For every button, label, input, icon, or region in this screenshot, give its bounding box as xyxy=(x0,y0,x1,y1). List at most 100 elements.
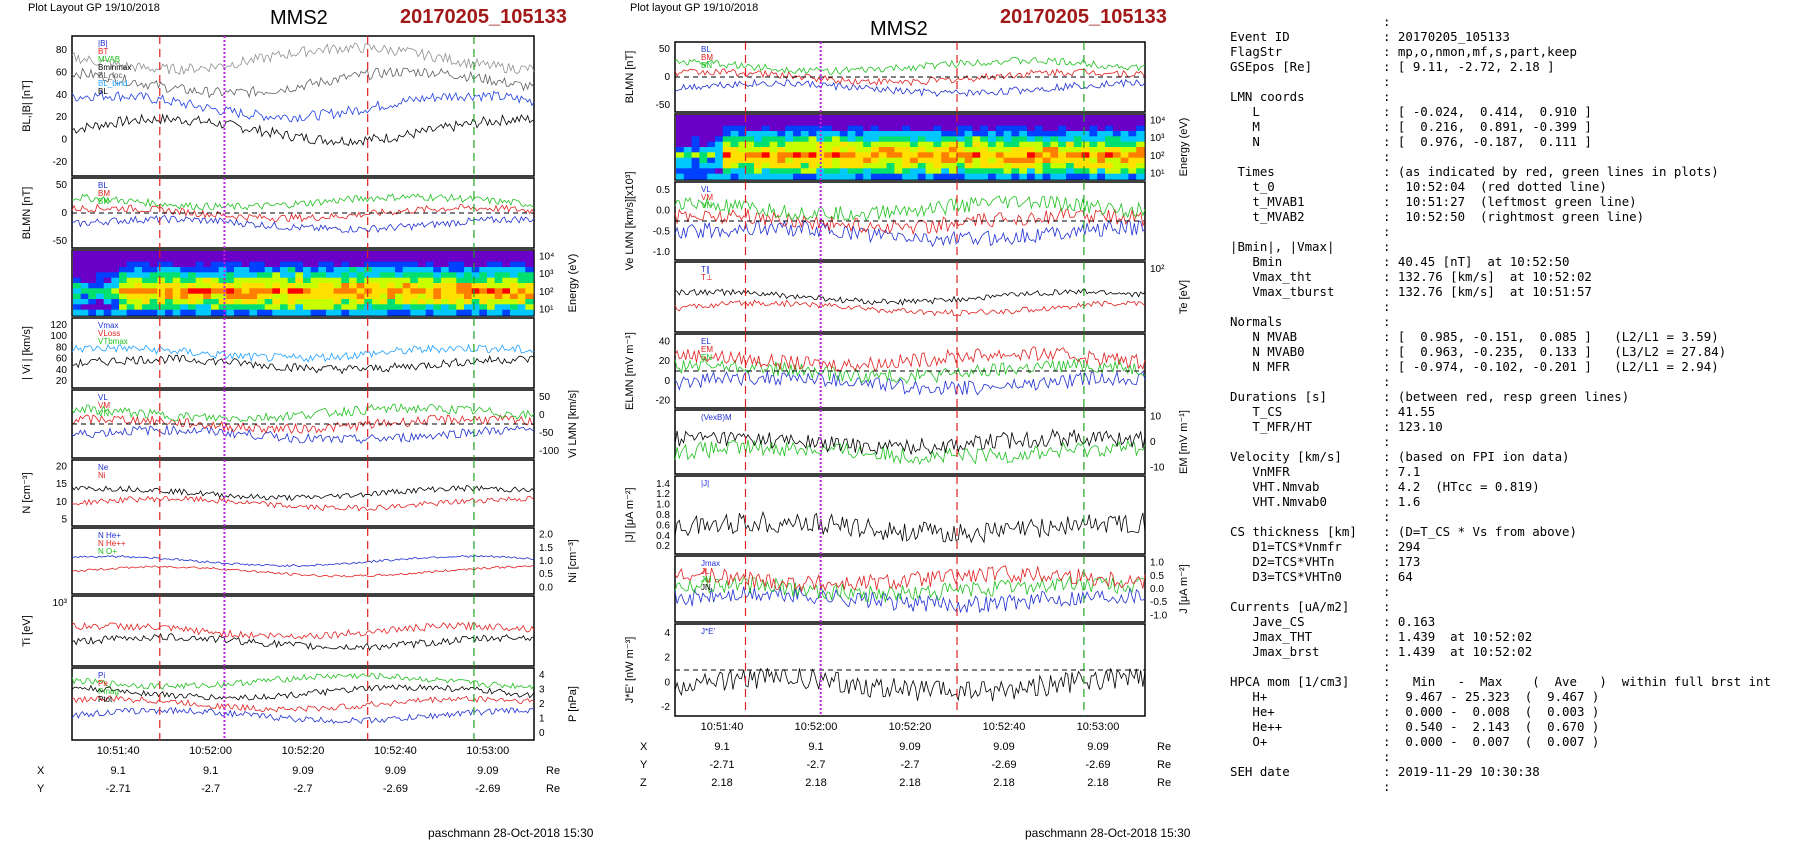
spectrogram-cell xyxy=(119,283,128,289)
spectrogram-cell xyxy=(326,272,335,279)
spectrogram-cell xyxy=(402,256,411,263)
info-value: : (as indicated by red, green lines in p… xyxy=(1383,164,1719,179)
spectrogram-cell xyxy=(487,293,496,300)
spectrogram-cell xyxy=(1081,125,1090,132)
spectrogram-cell xyxy=(1105,115,1114,121)
spectrogram-cell xyxy=(134,261,143,268)
spectrogram-cell xyxy=(364,272,373,279)
spectrogram-cell xyxy=(730,115,739,121)
spectrogram-cell xyxy=(1003,141,1012,148)
spectrogram-cell xyxy=(172,267,181,273)
spectrogram-cell xyxy=(808,136,817,143)
spectrogram-cell xyxy=(157,299,166,305)
spectrogram-cell xyxy=(387,277,396,284)
spectrogram-cell xyxy=(1081,173,1090,180)
spectrogram-cell xyxy=(910,141,919,148)
spectrogram-cell xyxy=(464,299,473,305)
info-key: t_0 xyxy=(1230,179,1275,194)
info-value: : 1.6 xyxy=(1383,494,1421,509)
spectrogram-cell xyxy=(855,173,864,180)
spectrogram-cell xyxy=(249,293,258,300)
spectrogram-cell xyxy=(119,277,128,284)
spectrogram-cell xyxy=(933,173,942,180)
spectrogram-cell xyxy=(800,131,810,137)
spectrogram-cell xyxy=(448,272,457,279)
spectrogram-cell xyxy=(257,277,266,284)
spectrogram-cell xyxy=(272,283,281,289)
spectrogram-cell xyxy=(1042,131,1051,137)
spectrogram-cell xyxy=(103,293,112,300)
info-key: O+ xyxy=(1230,734,1268,749)
spectrogram-cell xyxy=(180,304,189,311)
spectrogram-cell xyxy=(303,277,312,284)
info-value: : 294 xyxy=(1383,539,1421,554)
spectrogram-cell xyxy=(425,272,434,279)
spectrogram-cell xyxy=(487,267,496,273)
spectrogram-cell xyxy=(364,293,373,300)
pos-unit: Re xyxy=(1157,759,1171,771)
spectrogram-cell xyxy=(433,251,442,257)
spectrogram-cell xyxy=(326,251,335,257)
pos-value: 9.1 xyxy=(203,765,218,777)
spectrogram-cell xyxy=(479,304,488,311)
spectrogram-cell xyxy=(211,283,220,289)
spectrogram-cell xyxy=(777,141,786,148)
x-tick-label: 10:51:40 xyxy=(97,745,140,757)
spectrogram-cell xyxy=(1089,131,1098,137)
spectrogram-cell xyxy=(730,147,739,153)
spectrogram-cell xyxy=(839,168,849,175)
legend-label: VN xyxy=(701,201,712,210)
spectrogram-cell xyxy=(1003,147,1012,153)
spectrogram-cell xyxy=(379,267,388,273)
legend-label: BL_bind xyxy=(98,79,127,88)
spectrogram-cell xyxy=(847,147,856,153)
spectrogram-cell xyxy=(387,272,396,279)
legend-label: BT xyxy=(98,47,108,56)
spectrogram-cell xyxy=(683,125,693,132)
spectrogram-cell xyxy=(387,267,396,273)
spectrogram-cell xyxy=(103,261,112,268)
spectrogram-cell xyxy=(149,283,158,289)
spectrogram-cell xyxy=(203,309,212,316)
info-row: Currents [uA/m2]: xyxy=(1230,599,1771,614)
x-tick-label: 10:52:40 xyxy=(374,745,417,757)
info-key: Jmax_brst xyxy=(1230,644,1320,659)
y-tick-label: 2 xyxy=(664,653,670,664)
spectrogram-cell xyxy=(863,136,872,143)
spectrogram-cell xyxy=(1019,157,1028,164)
spectrogram-cell xyxy=(761,157,771,164)
spectrogram-cell xyxy=(1105,131,1114,137)
spectrogram-cell xyxy=(1019,115,1028,121)
y-axis-label: J [μA m⁻²] xyxy=(1178,564,1190,613)
spectrogram-cell xyxy=(785,115,794,121)
spectrogram-cell xyxy=(280,261,289,268)
spectrogram-cell xyxy=(142,293,151,300)
spectrogram-cell xyxy=(886,147,895,153)
spectrogram-cell xyxy=(683,120,693,127)
spectrogram-cell xyxy=(318,309,327,316)
spectrogram-cell xyxy=(264,293,273,300)
spectrogram-cell xyxy=(410,304,419,311)
spectrogram-cell xyxy=(234,288,243,295)
y-tick-label: 40 xyxy=(56,90,68,101)
y-tick-label: -2 xyxy=(661,702,670,713)
spectrogram-cell xyxy=(525,251,534,257)
spectrogram-cell xyxy=(1027,168,1036,175)
spectrogram-cell xyxy=(73,309,82,316)
info-value: : xyxy=(1383,224,1391,239)
spectrogram-cell xyxy=(257,267,266,273)
spectrogram-cell xyxy=(847,173,856,180)
spectrogram-cell xyxy=(1027,131,1036,137)
spectrogram-cell xyxy=(188,251,197,257)
spectrogram-cell xyxy=(917,131,927,137)
spectrogram-cell xyxy=(886,163,895,169)
spectrogram-cell xyxy=(933,157,942,164)
y-tick-label: 60 xyxy=(56,354,68,365)
spectrogram-cell xyxy=(910,163,919,169)
spectrogram-cell xyxy=(249,261,258,268)
spectrogram-cell xyxy=(910,173,919,180)
spectrogram-cell xyxy=(494,272,503,279)
spectrogram-cell xyxy=(1050,120,1059,127)
series-line xyxy=(71,632,535,651)
spectrogram-cell xyxy=(387,293,396,300)
